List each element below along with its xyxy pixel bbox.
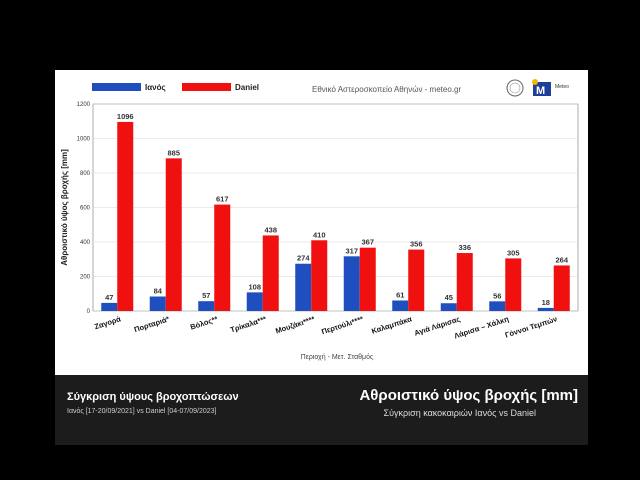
bar-chart: Ιανός Daniel Εθνικό Αστεροσκοπείο Αθηνών… bbox=[60, 79, 579, 361]
meteo-logo-label: Meteo bbox=[555, 84, 569, 90]
bar-ianos bbox=[440, 303, 457, 311]
bar-ianos bbox=[537, 307, 554, 311]
category-label: Τρίκαλα*** bbox=[229, 314, 267, 334]
y-tick-label: 800 bbox=[80, 171, 91, 177]
bar-ianos bbox=[198, 301, 215, 311]
bar-ianos bbox=[489, 301, 506, 311]
category-label: Γόννοι Τεμπών bbox=[504, 314, 559, 339]
bar-value-label: 56 bbox=[493, 291, 501, 300]
bar-value-label: 317 bbox=[345, 246, 358, 255]
category-label: Καλαμπάκα bbox=[370, 314, 413, 336]
legend-swatch-ianos bbox=[92, 83, 141, 91]
category-label: Λάρισα – Χάλκη bbox=[453, 314, 510, 340]
bar-value-label: 57 bbox=[202, 291, 210, 300]
bar-daniel bbox=[456, 253, 473, 311]
bar-value-label: 336 bbox=[458, 243, 471, 252]
bar-ianos bbox=[246, 292, 263, 311]
bar-value-label: 45 bbox=[445, 293, 453, 302]
y-tick-label: 400 bbox=[80, 240, 91, 246]
y-tick-label: 1200 bbox=[77, 102, 91, 108]
bar-value-label: 1096 bbox=[117, 112, 134, 121]
x-axis-title: Περιοχή - Μετ. Σταθμός bbox=[301, 353, 374, 361]
y-tick-label: 200 bbox=[80, 275, 91, 281]
bar-value-label: 438 bbox=[264, 225, 277, 234]
category-label: Πορταριά* bbox=[133, 314, 171, 334]
source-label: Εθνικό Αστεροσκοπείο Αθηνών - meteo.gr bbox=[312, 85, 461, 94]
svg-text:M: M bbox=[536, 85, 545, 97]
bar-value-label: 885 bbox=[167, 148, 180, 157]
bar-daniel bbox=[408, 249, 425, 311]
meteo-logo-icon: M bbox=[532, 79, 551, 97]
bar-value-label: 274 bbox=[297, 254, 310, 263]
legend-swatch-daniel bbox=[182, 83, 231, 91]
bar-ianos bbox=[392, 300, 409, 311]
bar-value-label: 410 bbox=[313, 230, 326, 239]
bar-ianos bbox=[343, 256, 360, 311]
footer-right-subtitle: Σύγκριση κακοκαιριών Ιανός vs Daniel bbox=[383, 408, 536, 418]
bar-daniel bbox=[262, 235, 279, 311]
bar-value-label: 84 bbox=[154, 287, 163, 296]
bar-daniel bbox=[311, 240, 328, 311]
bar-value-label: 47 bbox=[105, 293, 113, 302]
bar-ianos bbox=[101, 302, 118, 311]
footer-right-title: Αθροιστικό ύψος βροχής [mm] bbox=[359, 387, 578, 404]
bar-value-label: 264 bbox=[555, 255, 568, 264]
bar-ianos bbox=[295, 263, 312, 311]
category-label: Περτούλι**** bbox=[320, 314, 364, 336]
bar-value-label: 356 bbox=[410, 240, 423, 249]
bar-value-label: 61 bbox=[396, 290, 404, 299]
bar-daniel bbox=[165, 158, 182, 311]
category-label: Μουζάκι**** bbox=[274, 314, 316, 335]
footer-left-title: Σύγκριση ύψους βροχοπτώσεων bbox=[67, 391, 239, 403]
bar-daniel bbox=[553, 265, 570, 311]
category-label: Ζαγορά bbox=[93, 314, 122, 331]
category-label: Βόλος** bbox=[189, 314, 219, 331]
bar-value-label: 617 bbox=[216, 195, 229, 204]
bar-daniel bbox=[359, 247, 376, 311]
bar-value-label: 367 bbox=[361, 238, 374, 247]
y-axis-title: Αθροιστικό ύψος βροχής [mm] bbox=[60, 149, 69, 266]
bar-value-label: 305 bbox=[507, 248, 520, 257]
bar-daniel bbox=[214, 204, 231, 311]
caption-banner: Σύγκριση ύψους βροχοπτώσεων Ιανός [17-20… bbox=[55, 375, 588, 445]
bar-value-label: 18 bbox=[542, 298, 550, 307]
legend-label-ianos: Ιανός bbox=[145, 83, 166, 92]
bar-daniel bbox=[505, 258, 522, 311]
bar-ianos bbox=[149, 296, 166, 311]
y-tick-label: 1000 bbox=[77, 137, 91, 143]
bar-value-label: 108 bbox=[248, 282, 261, 291]
bar-daniel bbox=[117, 121, 134, 311]
legend-label-daniel: Daniel bbox=[235, 83, 259, 92]
observatory-seal-icon bbox=[506, 79, 524, 97]
y-tick-label: 600 bbox=[80, 206, 91, 212]
footer-left-subtitle: Ιανός [17-20/09/2021] vs Daniel [04-07/0… bbox=[67, 408, 217, 415]
y-tick-label: 0 bbox=[87, 309, 91, 315]
